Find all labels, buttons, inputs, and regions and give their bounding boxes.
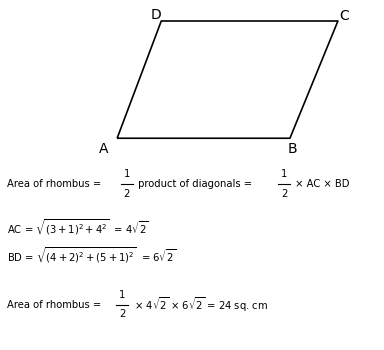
Text: Area of rhombus =: Area of rhombus = — [7, 179, 104, 189]
Text: 1: 1 — [119, 290, 125, 300]
Text: 2: 2 — [119, 309, 125, 319]
Text: 1: 1 — [281, 169, 287, 179]
Text: 2: 2 — [124, 189, 130, 198]
Text: BD = $\sqrt{(4 + 2)^2 + (5 + 1)^2}$  = 6$\sqrt{2}$: BD = $\sqrt{(4 + 2)^2 + (5 + 1)^2}$ = 6$… — [7, 246, 176, 265]
Text: C: C — [339, 9, 349, 23]
Text: $\times$ 4$\sqrt{2}$ $\times$ 6$\sqrt{2}$ = 24 sq. cm: $\times$ 4$\sqrt{2}$ $\times$ 6$\sqrt{2}… — [131, 295, 268, 314]
Text: B: B — [288, 142, 298, 156]
Text: D: D — [150, 8, 161, 22]
Text: 2: 2 — [281, 189, 287, 198]
Text: A: A — [99, 142, 108, 156]
Text: AC = $\sqrt{(3 + 1)^2 + 4^2}$  = 4$\sqrt{2}$: AC = $\sqrt{(3 + 1)^2 + 4^2}$ = 4$\sqrt{… — [7, 218, 149, 237]
Text: × AC × BD: × AC × BD — [292, 179, 349, 189]
Text: Area of rhombus =: Area of rhombus = — [7, 300, 104, 309]
Text: product of diagonals =: product of diagonals = — [135, 179, 255, 189]
Text: 1: 1 — [124, 169, 130, 179]
